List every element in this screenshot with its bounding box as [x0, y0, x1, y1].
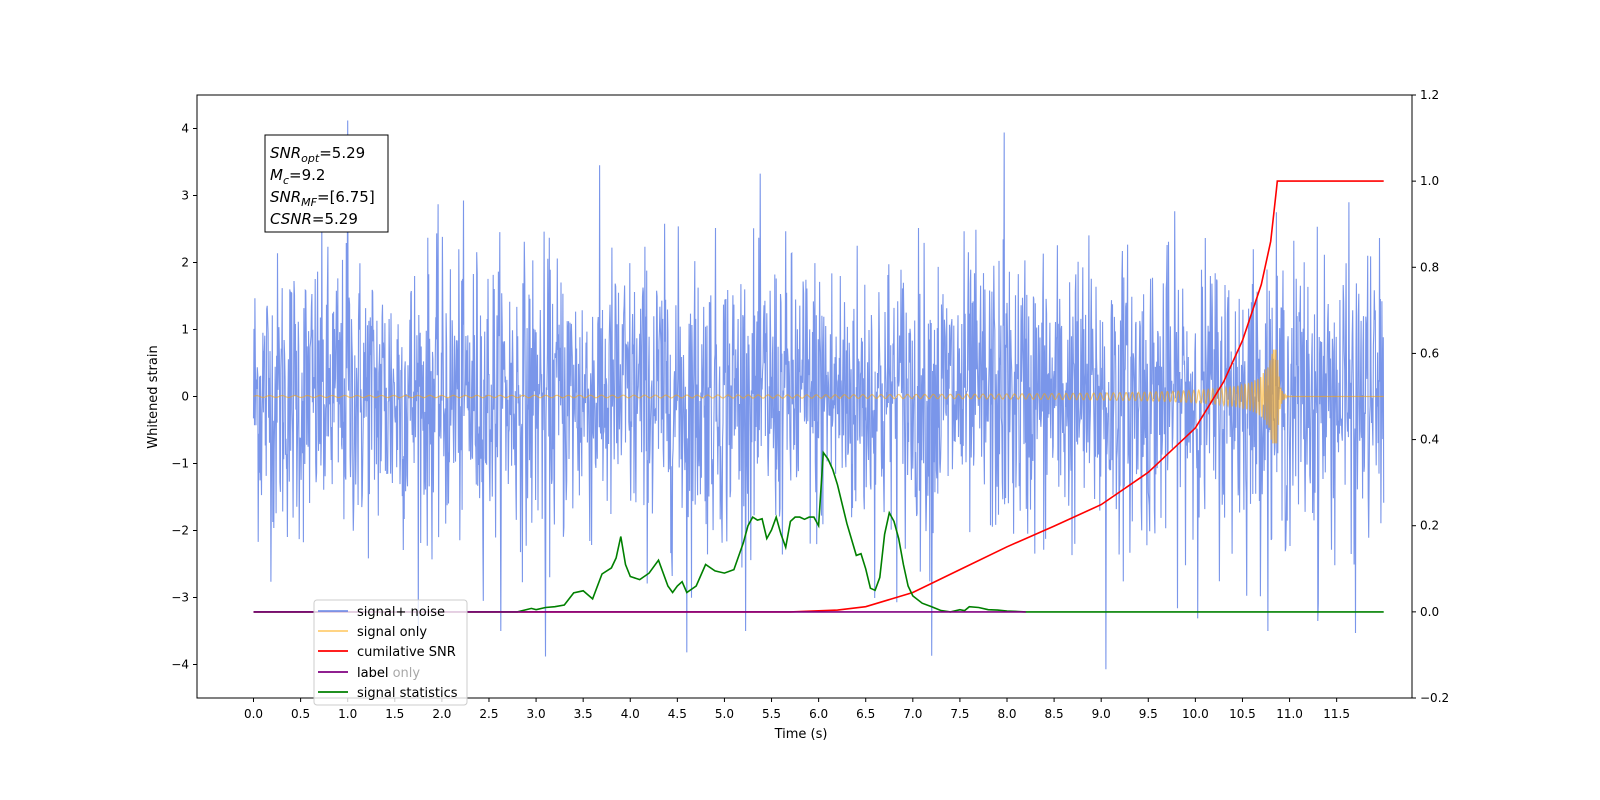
- x-tick-label: 4.0: [621, 707, 640, 721]
- x-tick-label: 8.0: [997, 707, 1016, 721]
- y-left-tick-label: 4: [181, 122, 189, 136]
- annotation-line: SNRopt=5.29: [270, 144, 365, 165]
- x-tick-label: 4.5: [668, 707, 687, 721]
- legend-label: cumilative SNR: [357, 645, 456, 660]
- x-tick-label: 3.5: [574, 707, 593, 721]
- signal-only-series: [253, 349, 1384, 444]
- x-axis-ticks: 0.0 0.5 1.0 1.5 2.0 2.5 3.0 3.5 4.0 4.5 5.0 5.5 6.0 6…: [244, 698, 1350, 721]
- y-right-tick-label: 1.0: [1420, 174, 1439, 188]
- x-tick-label: 6.5: [856, 707, 875, 721]
- legend-frame: [313, 599, 468, 706]
- y-right-tick-label: −0.2: [1420, 691, 1449, 705]
- x-tick-label: 1.0: [338, 707, 357, 721]
- y-axis-right-ticks: −0.2 0.0 0.2 0.4 0.6 0.8 1.0 1.2: [1412, 88, 1449, 705]
- x-tick-label: 7.5: [950, 707, 969, 721]
- y-right-tick-label: 0.8: [1420, 260, 1439, 274]
- y-right-tick-label: 0.2: [1420, 519, 1439, 533]
- x-axis-label: Time (s): [774, 727, 828, 742]
- x-tick-label: 7.0: [903, 707, 922, 721]
- legend-label: signal only: [357, 625, 427, 640]
- x-tick-label: 11.5: [1323, 707, 1350, 721]
- x-tick-label: 10.5: [1229, 707, 1256, 721]
- y-axis-left-ticks: −4 −3 −2 −1 0 1 2 3 4: [171, 122, 197, 672]
- x-tick-label: 1.5: [385, 707, 404, 721]
- legend-label: signal statistics: [357, 686, 458, 701]
- legend: signal+ noise signal only cumilative SNR la…: [313, 599, 468, 706]
- x-tick-label: 6.0: [809, 707, 828, 721]
- annotation-line: Mc=9.2: [270, 166, 325, 187]
- y-left-tick-label: −1: [171, 457, 189, 471]
- annotation-line: SNRMF=[6.75]: [270, 188, 375, 209]
- cumilative-snr-line: [253, 180, 1384, 613]
- x-tick-label: 5.0: [715, 707, 734, 721]
- legend-label: signal+ noise: [357, 605, 445, 620]
- x-tick-label: 8.5: [1045, 707, 1064, 721]
- y-axis-label: Whitened strain: [146, 345, 161, 448]
- y-left-tick-label: 1: [181, 323, 189, 337]
- x-tick-label: 3.0: [527, 707, 546, 721]
- y-left-tick-label: 0: [181, 390, 189, 404]
- signal-noise-series: [252, 120, 1385, 670]
- y-left-tick-label: −2: [171, 524, 189, 538]
- x-tick-label: 11.0: [1276, 707, 1303, 721]
- signal-noise-line: [252, 120, 1385, 670]
- x-tick-label: 9.0: [1092, 707, 1111, 721]
- legend-label: label only: [357, 666, 420, 681]
- x-tick-label: 2.0: [432, 707, 451, 721]
- x-tick-label: 0.0: [244, 707, 263, 721]
- y-right-tick-label: 0.0: [1420, 605, 1439, 619]
- y-right-tick-label: 0.6: [1420, 346, 1439, 360]
- y-right-tick-label: 1.2: [1420, 88, 1439, 102]
- signal-only-line: [253, 349, 1384, 444]
- x-tick-label: 5.5: [762, 707, 781, 721]
- legend-label: label: [357, 666, 388, 681]
- y-left-tick-label: 2: [181, 256, 189, 270]
- annotation-line: CSNR=5.29: [270, 210, 358, 228]
- x-tick-label: 2.5: [479, 707, 498, 721]
- y-left-tick-label: 3: [181, 189, 189, 203]
- y-left-tick-label: −3: [171, 591, 189, 605]
- y-left-tick-label: −4: [171, 658, 189, 672]
- signal-statistics-line: [253, 450, 1384, 613]
- x-tick-label: 10.0: [1182, 707, 1209, 721]
- x-tick-label: 9.5: [1139, 707, 1158, 721]
- annotation-frame: [264, 134, 389, 233]
- y-right-tick-label: 0.4: [1420, 433, 1439, 447]
- x-tick-label: 0.5: [291, 707, 310, 721]
